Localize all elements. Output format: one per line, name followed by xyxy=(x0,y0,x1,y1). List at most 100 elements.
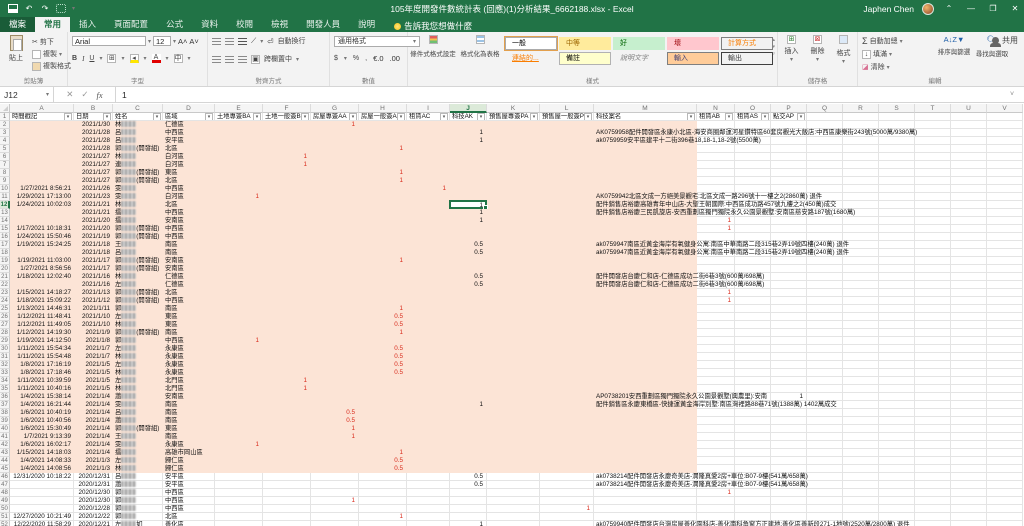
cell[interactable] xyxy=(807,521,843,526)
cell[interactable] xyxy=(594,521,697,526)
cell[interactable] xyxy=(771,297,807,305)
cell[interactable] xyxy=(735,353,771,361)
cell-date[interactable]: 2021/1/27 xyxy=(81,169,110,176)
cell[interactable] xyxy=(915,169,951,177)
cell[interactable] xyxy=(163,473,215,481)
cell[interactable] xyxy=(951,201,987,209)
cell[interactable] xyxy=(311,497,359,505)
cell[interactable] xyxy=(771,145,807,153)
cell[interactable] xyxy=(10,473,74,481)
cell[interactable] xyxy=(697,161,735,169)
cell[interactable] xyxy=(697,441,735,449)
cell-value-J18[interactable]: 0.5 xyxy=(474,249,483,256)
cell[interactable] xyxy=(987,433,1023,441)
cell[interactable] xyxy=(987,505,1023,513)
cell[interactable] xyxy=(843,145,879,153)
cell[interactable] xyxy=(879,185,915,193)
cell-date[interactable]: 2021/1/20 xyxy=(81,217,110,224)
cell[interactable] xyxy=(879,521,915,526)
cell[interactable] xyxy=(879,289,915,297)
row-header-13[interactable]: 13 xyxy=(0,209,10,217)
cell-timestamp[interactable]: 1/11/2021 10:39:59 xyxy=(17,377,71,384)
cell[interactable] xyxy=(915,505,951,513)
cell[interactable] xyxy=(807,209,843,217)
cell[interactable] xyxy=(843,305,879,313)
filter-dropdown-icon[interactable]: ▾ xyxy=(64,113,72,120)
cell-district[interactable]: 白河區 xyxy=(165,161,184,168)
gallery-down-icon[interactable]: ▾ xyxy=(772,44,775,50)
cell-timestamp[interactable]: 1/6/2021 16:02:17 xyxy=(20,441,71,448)
cell-value-E11[interactable]: 1 xyxy=(255,193,259,200)
field-header-N[interactable]: 租賃AB ▾ xyxy=(697,113,735,121)
cell-style-一般[interactable]: 一般 xyxy=(504,36,558,51)
delete-cells-button[interactable]: ⊠ 刪除 ▾ xyxy=(810,35,825,63)
cell[interactable] xyxy=(915,193,951,201)
field-header-I[interactable]: 租賃AC ▾ xyxy=(407,113,450,121)
cell-district[interactable]: 東區 xyxy=(165,313,178,320)
cell[interactable] xyxy=(407,521,450,526)
align-left-icon[interactable] xyxy=(212,55,221,63)
cell[interactable] xyxy=(771,161,807,169)
cell-value-H26[interactable]: 0.5 xyxy=(394,313,403,320)
cell[interactable] xyxy=(879,137,915,145)
cell[interactable] xyxy=(735,345,771,353)
cell[interactable] xyxy=(735,465,771,473)
cell[interactable] xyxy=(879,273,915,281)
field-header-R[interactable] xyxy=(843,113,879,121)
cell[interactable] xyxy=(771,489,807,497)
cell[interactable] xyxy=(951,361,987,369)
cell[interactable] xyxy=(771,289,807,297)
cell[interactable] xyxy=(879,193,915,201)
cell[interactable] xyxy=(359,505,407,513)
row-header-40[interactable]: 40 xyxy=(0,425,10,433)
cell-date[interactable]: 2021/1/27 xyxy=(81,153,110,160)
cell[interactable] xyxy=(951,185,987,193)
cell[interactable] xyxy=(879,345,915,353)
cell-name[interactable]: 郭 (開發組) xyxy=(115,145,160,152)
cell[interactable] xyxy=(113,497,163,505)
cell-case-name[interactable]: ak0759959安平區建平十二街396巷18,18-1,18-2號(5500萬… xyxy=(596,137,761,144)
cell[interactable] xyxy=(771,177,807,185)
cell-timestamp[interactable]: 1/4/2021 15:38:14 xyxy=(20,393,71,400)
cell-timestamp[interactable]: 12/22/2020 11:58:29 xyxy=(13,521,71,526)
cell[interactable] xyxy=(807,433,843,441)
wrap-text-icon[interactable]: ⏎ xyxy=(267,36,274,46)
cell[interactable] xyxy=(951,425,987,433)
cell-case-name[interactable]: ak0738214配件開發店永慶奇美店-潤隆真愛2房+車位:B07-9樓(541… xyxy=(596,481,808,488)
cell[interactable] xyxy=(450,521,487,526)
cell[interactable] xyxy=(843,337,879,345)
cell-timestamp[interactable]: 1/12/2021 14:19:30 xyxy=(16,329,71,336)
cell-value-N48[interactable]: 1 xyxy=(727,489,731,496)
minimize-button[interactable]: — xyxy=(967,4,975,13)
font-name-select[interactable]: Arial ▾ 12 ▾ A˄ A˅ xyxy=(72,36,199,46)
cell[interactable] xyxy=(487,505,540,513)
cell-style-輸出[interactable]: 輸出 xyxy=(721,52,773,65)
cell[interactable] xyxy=(359,481,407,489)
cell[interactable] xyxy=(951,257,987,265)
align-bottom-icon[interactable] xyxy=(238,37,247,45)
row-header-29[interactable]: 29 xyxy=(0,337,10,345)
cell[interactable] xyxy=(843,177,879,185)
cell-value-G39[interactable]: 0.5 xyxy=(346,417,355,424)
cell[interactable] xyxy=(771,257,807,265)
cell[interactable] xyxy=(915,329,951,337)
cell-district[interactable]: 中西區 xyxy=(165,497,184,504)
cell[interactable] xyxy=(843,505,879,513)
cell[interactable] xyxy=(951,153,987,161)
cell[interactable] xyxy=(987,377,1023,385)
paste-button[interactable]: 貼上 xyxy=(2,35,30,63)
cell[interactable] xyxy=(915,521,951,526)
row-header-42[interactable]: 42 xyxy=(0,441,10,449)
cell[interactable] xyxy=(807,505,843,513)
cell-district[interactable]: 歸仁區 xyxy=(165,465,184,472)
cell[interactable] xyxy=(807,241,843,249)
cell-district[interactable]: 南區 xyxy=(165,409,178,416)
cell[interactable] xyxy=(915,489,951,497)
field-header-H[interactable]: 房屋一般簽AG ▾ xyxy=(359,113,407,121)
cell[interactable] xyxy=(697,217,735,225)
cell[interactable] xyxy=(843,121,879,129)
row-header-10[interactable]: 10 xyxy=(0,185,10,193)
cell[interactable] xyxy=(879,481,915,489)
cell-timestamp[interactable]: 1/6/2021 10:40:19 xyxy=(20,409,71,416)
cell[interactable] xyxy=(915,441,951,449)
